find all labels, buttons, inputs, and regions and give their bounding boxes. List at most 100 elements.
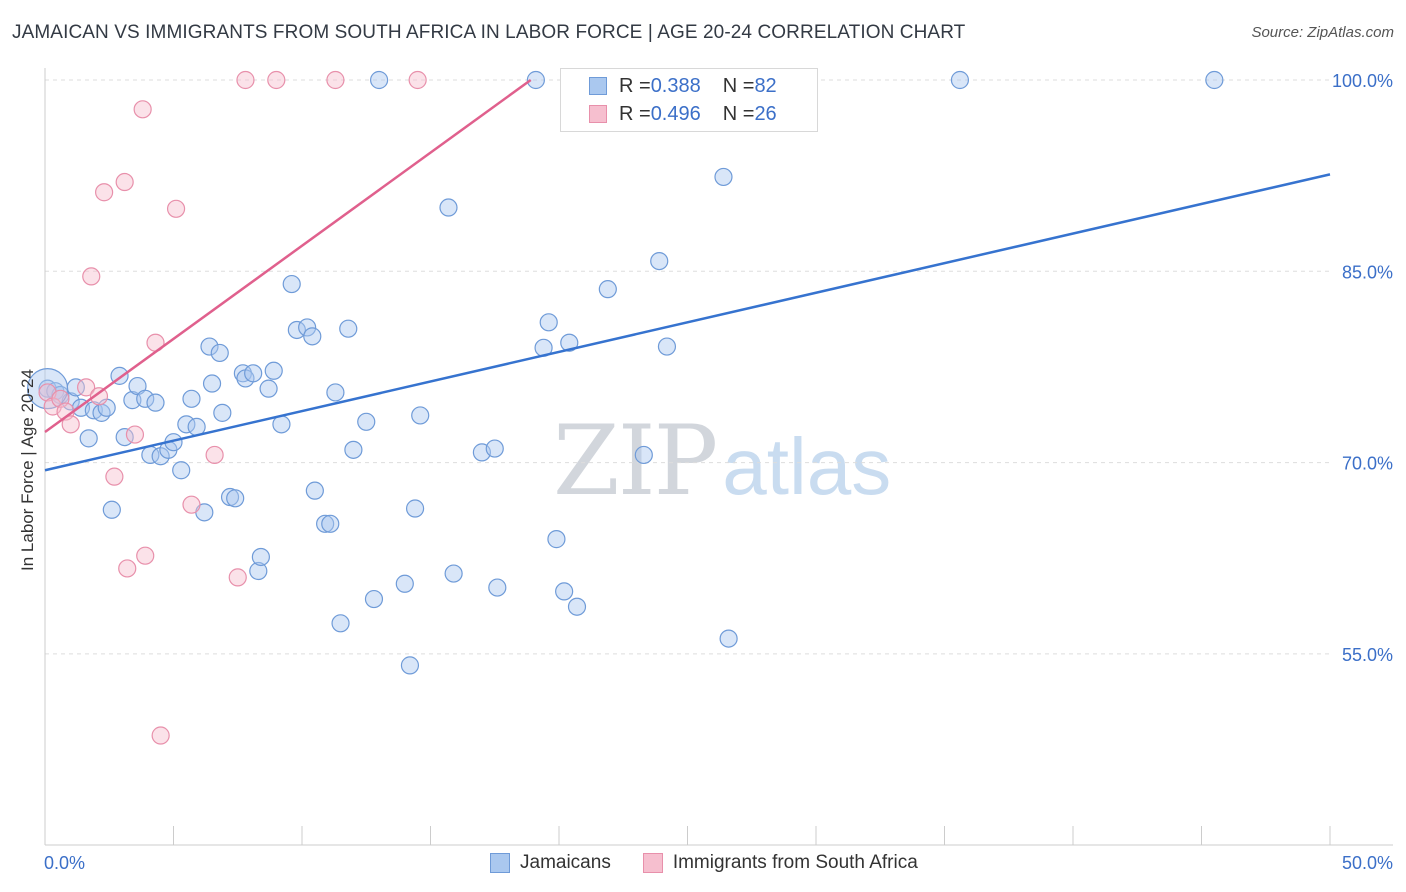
data-point-south-africa [61, 415, 80, 434]
data-point-south-africa [151, 726, 170, 745]
y-tick-label: 70.0% [1342, 454, 1393, 474]
data-point-jamaicans [259, 379, 278, 398]
data-point-jamaicans [364, 589, 384, 609]
watermark-atlas: atlas [722, 422, 892, 511]
legend-swatch-pink [642, 853, 663, 873]
data-point-jamaicans [395, 574, 414, 593]
data-point-south-africa [95, 183, 114, 202]
data-point-south-africa [228, 568, 247, 587]
data-point-jamaicans [357, 412, 376, 431]
data-point-jamaicans [298, 318, 317, 337]
data-point-jamaicans [547, 530, 566, 549]
y-tick-label: 100.0% [1332, 71, 1393, 91]
data-point-jamaicans [172, 461, 191, 480]
data-point-south-africa [89, 387, 109, 406]
correlation-legend: R = 0.388 N = 82 R = 0.496 N = 26 [560, 68, 818, 132]
data-point-south-africa [82, 267, 101, 286]
data-point-jamaicans [213, 403, 232, 422]
data-point-south-africa [182, 495, 201, 514]
data-point-jamaicans [444, 564, 463, 583]
data-point-south-africa [118, 559, 137, 578]
data-point-south-africa [77, 378, 96, 397]
series-legend: Jamaicans Immigrants from South Africa [490, 852, 950, 874]
data-point-jamaicans [485, 439, 504, 458]
legend-label: Immigrants from South Africa [672, 852, 918, 873]
data-point-jamaicans [560, 333, 579, 352]
data-point-jamaicans [316, 514, 335, 533]
x-tick-label: 0.0% [44, 853, 85, 873]
data-point-jamaicans [202, 374, 222, 393]
data-point-south-africa [115, 172, 134, 192]
data-point-jamaicans [200, 337, 219, 356]
data-point-south-africa [136, 546, 155, 565]
n-value: 26 [754, 102, 777, 125]
x-tick-label: 50.0% [1342, 853, 1393, 873]
trend-line-south-africa [44, 78, 532, 434]
data-point-jamaicans [650, 251, 669, 271]
data-point-jamaicans [405, 499, 425, 518]
data-point-jamaicans [411, 406, 430, 425]
data-point-jamaicans [526, 70, 545, 90]
data-point-jamaicans [339, 319, 358, 338]
legend-row-jamaicans: R = 0.388 N = 82 [561, 72, 777, 100]
data-point-jamaicans [344, 440, 363, 459]
data-point-jamaicans [657, 337, 677, 356]
data-point-jamaicans [488, 578, 507, 597]
r-value: 0.496 [650, 102, 701, 125]
data-point-jamaicans [264, 361, 283, 380]
legend-item-jamaicans[interactable]: Jamaicans [490, 852, 611, 874]
axes [44, 68, 1393, 846]
data-point-south-africa [236, 70, 255, 90]
n-value: 82 [754, 74, 777, 97]
data-point-south-africa [166, 199, 186, 218]
data-point-jamaicans [400, 656, 420, 675]
data-point-jamaicans [146, 393, 165, 412]
data-point-jamaicans [714, 167, 733, 187]
data-point-jamaicans [539, 313, 558, 332]
data-point-jamaicans [226, 489, 245, 508]
data-point-south-africa [133, 100, 152, 119]
y-axis-label: In Labor Force | Age 20-24 [18, 369, 37, 571]
chart-title: JAMAICAN VS IMMIGRANTS FROM SOUTH AFRICA… [12, 22, 966, 43]
data-point-jamaicans [1205, 70, 1224, 90]
data-point-south-africa [105, 467, 124, 486]
y-tick-label: 85.0% [1342, 262, 1393, 282]
data-point-jamaicans [305, 481, 324, 500]
data-point-jamaicans [26, 368, 69, 410]
data-point-jamaicans [249, 561, 268, 581]
r-label: R = [619, 102, 651, 125]
legend-row-south-africa: R = 0.496 N = 26 [561, 100, 777, 128]
data-point-jamaicans [244, 364, 263, 383]
data-point-jamaicans [439, 198, 458, 217]
data-point-jamaicans [282, 274, 301, 294]
data-point-jamaicans [634, 445, 653, 465]
data-point-south-africa [125, 425, 145, 444]
data-point-south-africa [326, 70, 345, 90]
legend-item-south-africa[interactable]: Immigrants from South Africa [642, 852, 918, 874]
series-jamaicans [26, 70, 1224, 675]
data-point-south-africa [267, 70, 286, 90]
r-label: R = [619, 74, 651, 97]
data-point-jamaicans [326, 383, 345, 402]
n-label: N = [722, 102, 755, 125]
data-point-jamaicans [321, 514, 340, 533]
tick-labels: 55.0% 70.0% 85.0% 100.0% 0.0% 50.0% [44, 71, 1393, 873]
r-value: 0.388 [650, 74, 701, 97]
data-point-jamaicans [102, 500, 121, 519]
data-point-jamaicans [598, 280, 617, 299]
trend-lines [44, 78, 1331, 472]
data-point-jamaicans [136, 389, 155, 408]
data-point-jamaicans [182, 389, 201, 408]
data-point-jamaicans [233, 364, 252, 383]
watermark-zip: ZIP [553, 405, 718, 517]
n-label: N = [722, 74, 755, 97]
series-south-africa [38, 70, 427, 745]
data-point-jamaicans [567, 597, 587, 616]
legend-swatch-blue [490, 853, 510, 873]
source-label: Source: ZipAtlas.com [1251, 24, 1394, 41]
data-point-jamaicans [251, 547, 270, 567]
data-point-jamaicans [79, 429, 98, 448]
data-point-jamaicans [303, 327, 322, 346]
data-point-jamaicans [555, 582, 574, 601]
